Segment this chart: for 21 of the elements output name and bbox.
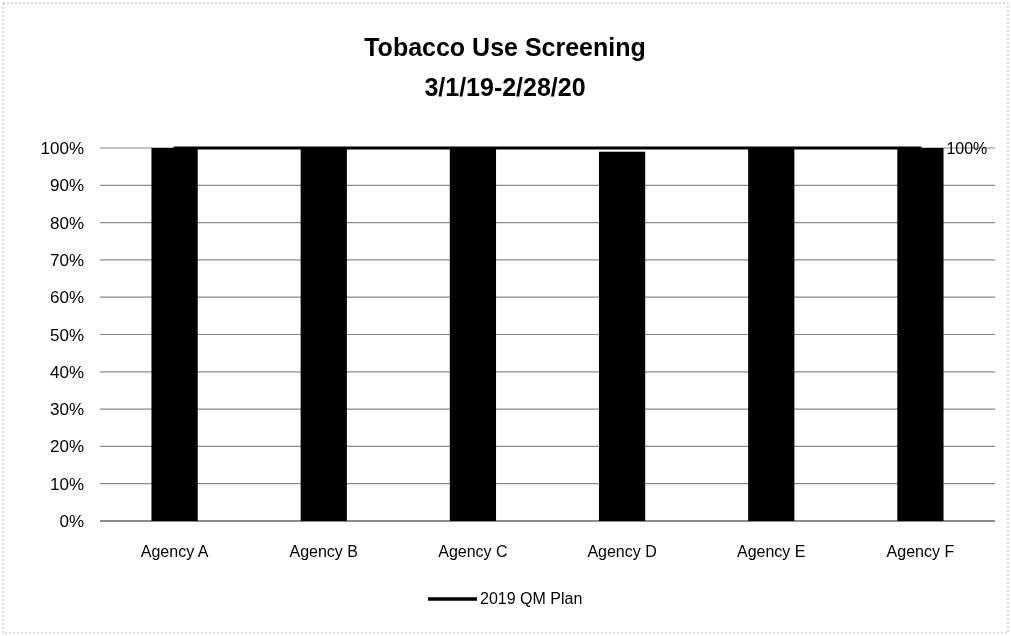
y-tick-label: 10% — [49, 474, 84, 494]
chart-title: Tobacco Use Screening — [364, 33, 646, 61]
y-tick-label: 50% — [49, 325, 84, 345]
data-label: 100% — [946, 140, 988, 157]
x-tick-label: Agency B — [289, 543, 358, 560]
y-tick-label: 20% — [49, 437, 84, 457]
legend-label: 2019 QM Plan — [480, 590, 583, 607]
y-tick-label: 80% — [49, 213, 84, 233]
y-tick-label: 60% — [49, 288, 84, 308]
y-tick-label: 40% — [49, 362, 84, 382]
chart-subtitle: 3/1/19-2/28/20 — [424, 73, 586, 101]
x-tick-label: Agency E — [737, 543, 806, 560]
y-tick-label: 0% — [59, 512, 84, 531]
y-tick-label: 100% — [40, 139, 84, 158]
x-tick-label: Agency D — [587, 543, 657, 560]
x-tick-label: Agency F — [886, 543, 955, 560]
x-tick-label: Agency C — [438, 543, 508, 560]
x-tick-label: Agency A — [140, 543, 209, 560]
y-tick-label: 70% — [49, 250, 84, 270]
y-tick-label: 90% — [49, 176, 84, 196]
y-tick-label: 30% — [49, 400, 84, 420]
